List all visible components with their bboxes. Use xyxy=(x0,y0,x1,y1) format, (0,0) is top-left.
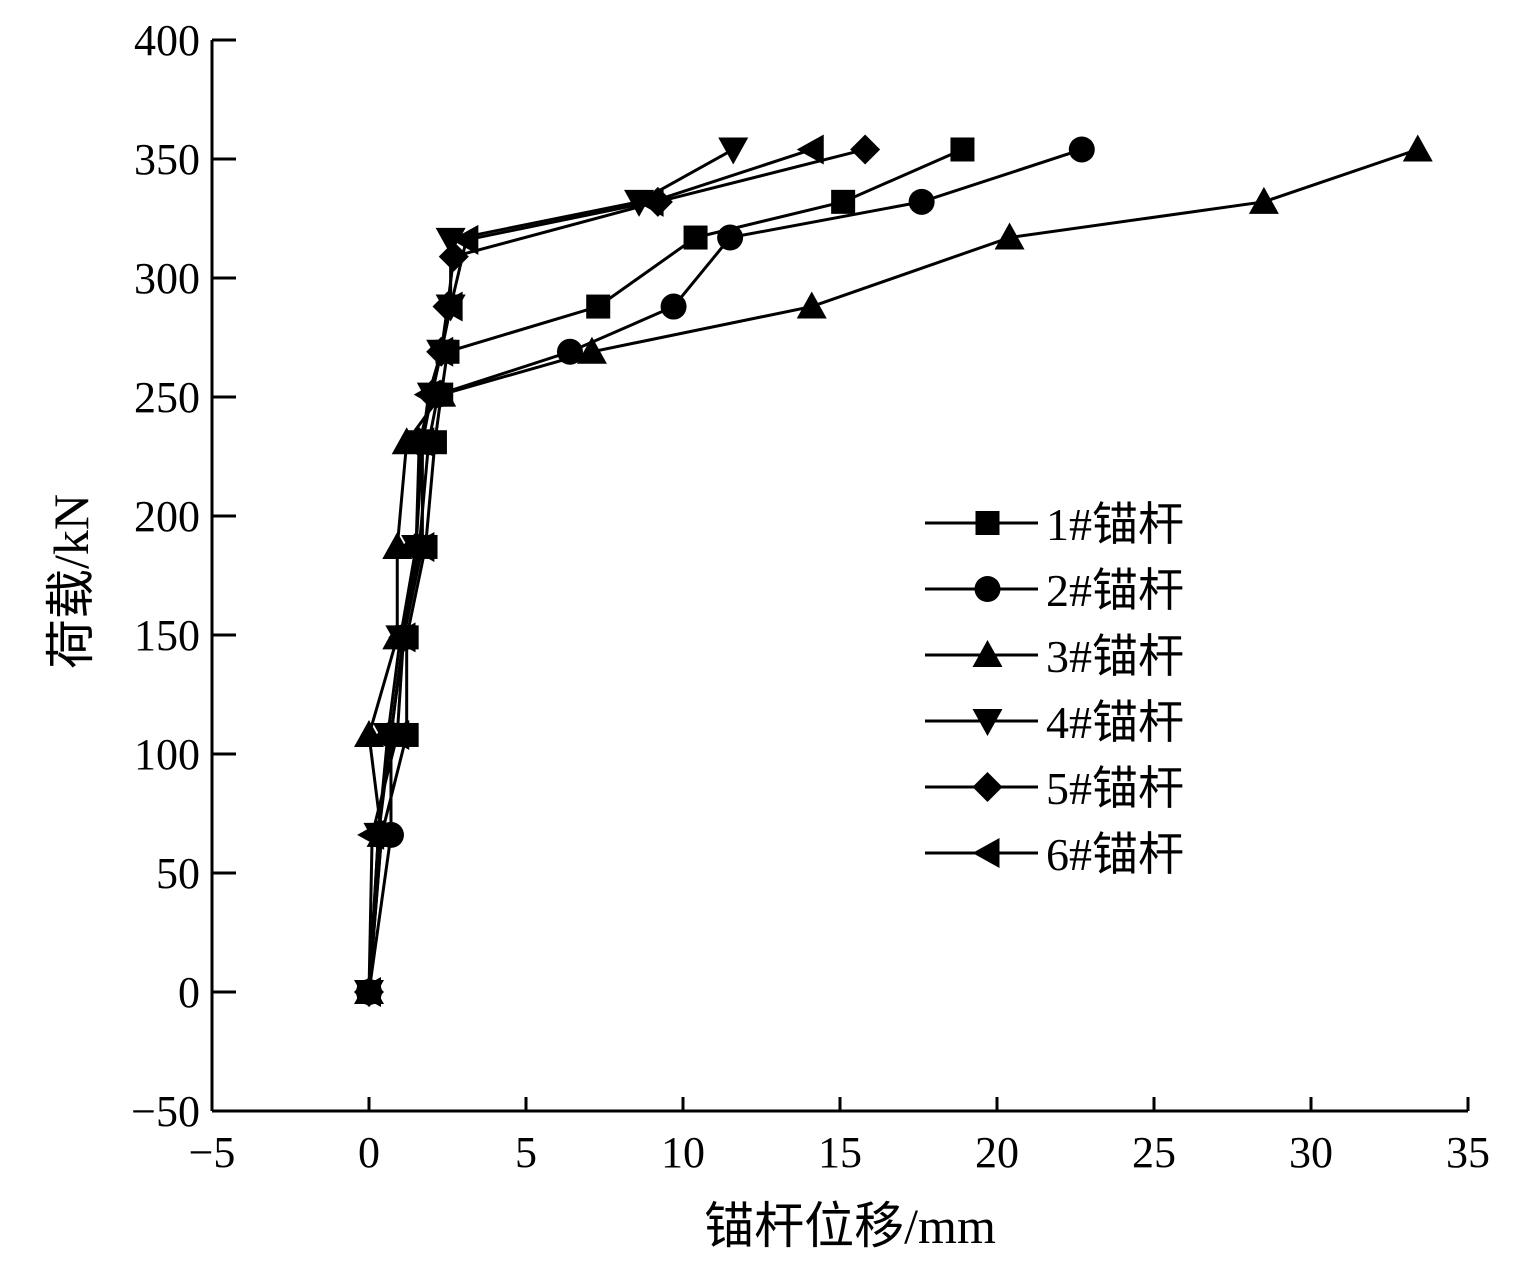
legend-item-1: 1#锚杆 xyxy=(925,499,1184,550)
series-6-point xyxy=(354,977,381,1007)
series-layer xyxy=(354,134,1433,1007)
series-3-point xyxy=(354,719,384,747)
y-tick-label: 200 xyxy=(134,492,200,541)
series-6-point xyxy=(407,427,435,458)
y-tick-label: 0 xyxy=(178,968,200,1017)
legend-item-2: 2#锚杆 xyxy=(925,565,1184,616)
legend-marker xyxy=(974,576,1001,602)
series-6-point xyxy=(388,622,416,653)
x-tick-label: 30 xyxy=(1289,1128,1333,1177)
series-3-line xyxy=(367,148,1419,993)
series-6-point xyxy=(426,336,454,367)
x-tick-label: 35 xyxy=(1446,1128,1490,1177)
series-6-point xyxy=(357,819,385,850)
series-1-point xyxy=(683,225,708,250)
series-1-point xyxy=(950,137,975,162)
series-3 xyxy=(354,134,1433,1004)
legend-label: 3#锚杆 xyxy=(1046,631,1184,682)
x-tick-label: 10 xyxy=(661,1128,705,1177)
legend-item-6: 6#锚杆 xyxy=(925,829,1184,880)
series-2-point xyxy=(717,224,744,251)
legend-marker xyxy=(975,511,1000,535)
x-tick-label: 20 xyxy=(975,1128,1019,1177)
series-2 xyxy=(356,136,1095,1005)
y-tick-label: 400 xyxy=(134,16,200,65)
axes: −5 0 5 10 15 20 25 30 35−50050100150200250300350… xyxy=(131,16,1490,1177)
series-6-point xyxy=(413,379,441,410)
legend-item-3: 3#锚杆 xyxy=(925,631,1184,682)
legend-item-5: 5#锚杆 xyxy=(925,763,1184,814)
series-6-point xyxy=(382,719,410,750)
legend-marker xyxy=(972,772,1003,802)
legend-marker xyxy=(972,709,1003,736)
series-3-point xyxy=(994,222,1025,250)
x-tick-label: 25 xyxy=(1132,1128,1176,1177)
series-6-point xyxy=(451,224,479,255)
series-6-line xyxy=(367,148,813,993)
series-4-point xyxy=(435,227,466,255)
series-3-point xyxy=(1248,186,1279,214)
series-1-point xyxy=(586,294,611,319)
x-tick-label: 0 xyxy=(358,1128,380,1177)
x-tick-label: 15 xyxy=(818,1128,862,1177)
legend-label: 6#锚杆 xyxy=(1046,829,1184,880)
series-6 xyxy=(354,134,824,1007)
y-tick-label: 300 xyxy=(134,254,200,303)
x-tick-label: −5 xyxy=(189,1128,236,1177)
y-tick-label: −50 xyxy=(131,1087,200,1136)
y-axis-title: 荷载/kN xyxy=(43,494,99,669)
legend-label: 2#锚杆 xyxy=(1046,565,1184,616)
legend-label: 1#锚杆 xyxy=(1046,499,1184,550)
series-6-point xyxy=(407,531,435,562)
y-tick-label: 250 xyxy=(134,373,200,422)
series-5 xyxy=(354,134,881,1007)
series-2-point xyxy=(908,188,935,215)
y-tick-label: 100 xyxy=(134,730,200,779)
series-4-line xyxy=(367,148,734,993)
legend: 1#锚杆 2#锚杆 3#锚杆 4#锚杆 5#锚杆 6#锚杆 xyxy=(925,499,1184,880)
series-2-point xyxy=(660,293,687,320)
series-2-line xyxy=(367,148,1083,993)
legend-item-4: 4#锚杆 xyxy=(925,697,1184,748)
series-6-point xyxy=(796,134,824,165)
series-3-point xyxy=(576,336,607,364)
series-4-point xyxy=(718,137,749,165)
y-tick-label: 50 xyxy=(156,849,200,898)
x-axis-title: 锚杆位移/mm xyxy=(704,1198,996,1254)
series-1-point xyxy=(831,189,856,214)
series-5-point xyxy=(850,134,881,165)
y-tick-label: 150 xyxy=(134,611,200,660)
series-2-point xyxy=(1068,136,1095,163)
y-tick-label: 350 xyxy=(134,135,200,184)
series-5-line xyxy=(367,148,866,993)
series-3-point xyxy=(1402,134,1433,162)
legend-marker xyxy=(972,838,1000,868)
legend-marker xyxy=(972,640,1003,667)
series-3-point xyxy=(382,531,413,559)
legend-label: 4#锚杆 xyxy=(1046,697,1184,748)
legend-label: 5#锚杆 xyxy=(1046,763,1184,814)
x-tick-label: 5 xyxy=(515,1128,537,1177)
series-6-point xyxy=(636,186,664,217)
series-2-point xyxy=(556,338,583,365)
series-3-point xyxy=(796,291,827,319)
series-6-point xyxy=(435,291,463,322)
